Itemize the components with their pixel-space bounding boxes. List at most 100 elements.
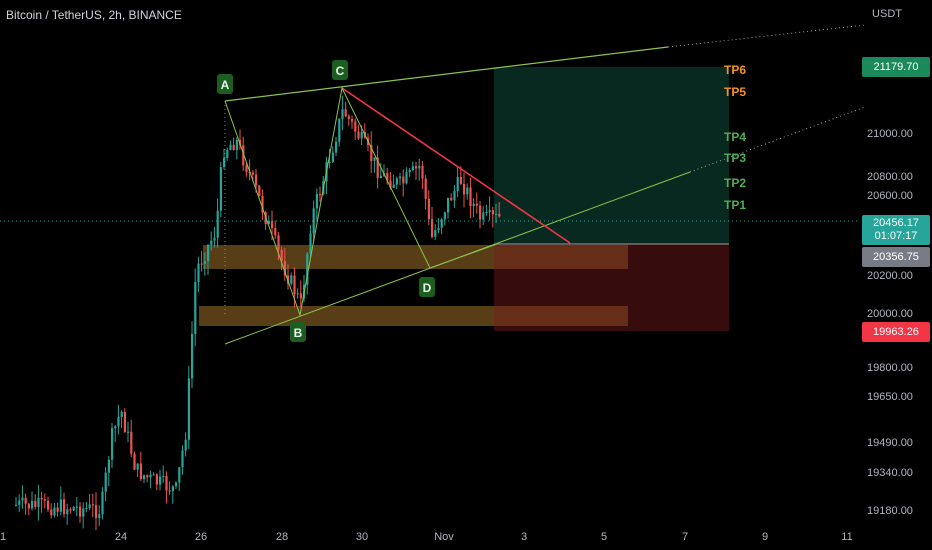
candle-body	[216, 210, 219, 238]
target-tp2: TP2	[724, 176, 746, 190]
y-tick-label: 19800.00	[867, 362, 913, 374]
candle-body	[469, 187, 472, 207]
candle-body	[405, 172, 408, 184]
candle-body	[146, 475, 149, 478]
candle-body	[136, 463, 139, 470]
currency-label[interactable]: USDT	[872, 8, 902, 20]
candle-body	[133, 453, 136, 470]
candle-body	[415, 166, 418, 169]
candle-body	[341, 109, 344, 119]
resistance-trendline	[341, 87, 571, 244]
candle-body	[47, 500, 50, 510]
candle-body	[82, 508, 85, 517]
candle-body	[357, 131, 360, 139]
candle-body	[421, 166, 424, 179]
candle-body	[331, 152, 334, 162]
candle-body	[392, 184, 395, 188]
candle-body	[482, 212, 485, 220]
candle-body	[299, 293, 302, 299]
candle-body	[389, 180, 392, 188]
candle-body	[31, 500, 34, 509]
candle-body	[242, 145, 245, 166]
candle-body	[261, 195, 264, 213]
candle-body	[178, 467, 181, 483]
pattern-point-d-badge	[419, 277, 435, 297]
candle-body	[85, 508, 88, 510]
candle-body	[210, 240, 213, 245]
candle-body	[88, 504, 91, 509]
chart-title: Bitcoin / TetherUS, 2h, BINANCE	[6, 8, 182, 22]
x-tick-label: 24	[115, 531, 127, 543]
pattern-point-c: C	[336, 64, 345, 78]
y-tick-label: 20200.00	[867, 270, 913, 282]
candle-body	[344, 109, 347, 117]
candle-body	[274, 228, 277, 236]
candle-body	[424, 178, 427, 199]
candle-body	[226, 149, 229, 159]
y-tick-label: 21000.00	[867, 128, 913, 140]
x-tick-label: 9	[762, 531, 768, 543]
candle-body	[207, 244, 210, 262]
y-tick-label: 19180.00	[867, 505, 913, 517]
candle-body	[485, 212, 488, 214]
target-labels: TP6 TP5 TP4 TP3 TP2 TP1	[724, 63, 746, 212]
x-tick-label: 26	[195, 531, 207, 543]
candle-body	[335, 141, 338, 153]
pattern-point-b: B	[294, 326, 303, 340]
candle-body	[120, 411, 123, 418]
bar-countdown: 01:07:17	[874, 230, 918, 242]
candle-body	[37, 497, 40, 507]
candle-body	[437, 227, 440, 231]
candle-body	[111, 428, 114, 460]
candle-body	[277, 235, 280, 250]
candle-body	[418, 166, 421, 169]
candle-body	[447, 197, 450, 213]
pattern-point-a: A	[221, 78, 230, 92]
candle-body	[181, 450, 184, 468]
candle-body	[171, 486, 174, 492]
candle-body	[373, 157, 376, 161]
candle-body	[63, 499, 66, 515]
y-tick-label: 20000.00	[867, 308, 913, 320]
candle-body	[271, 220, 274, 229]
candle-body	[479, 205, 482, 220]
current-price-value: 20456.17	[873, 217, 919, 229]
candle-body	[79, 506, 82, 517]
candle-body	[43, 499, 46, 501]
candle-body	[143, 475, 146, 480]
candle-body	[123, 411, 126, 433]
candle-body	[72, 507, 75, 511]
candle-body	[251, 172, 254, 175]
candle-body	[107, 459, 110, 473]
candle-body	[472, 203, 475, 207]
candle-body	[312, 208, 315, 234]
candle-body	[213, 237, 216, 241]
candle-body	[453, 190, 456, 201]
candle-body	[459, 176, 462, 184]
candle-body	[379, 175, 382, 178]
candle-body	[200, 263, 203, 265]
candle-body	[351, 118, 354, 122]
candle-body	[114, 426, 117, 429]
candle-body	[165, 476, 168, 491]
candle-body	[223, 158, 226, 168]
candle-body	[235, 140, 238, 151]
stop-zone	[494, 244, 729, 331]
candle-body	[139, 463, 142, 480]
candle-body	[21, 497, 24, 501]
entry-price-tag: 20356.75	[862, 247, 930, 267]
candle-body	[306, 253, 309, 285]
target-tp5: TP5	[724, 85, 746, 99]
upper-trendline-extension	[667, 24, 866, 48]
candle-body	[399, 176, 402, 179]
pattern-labels: A B C D	[217, 60, 435, 342]
candle-body	[53, 507, 56, 516]
target-tp3: TP3	[724, 151, 746, 165]
y-tick-label: 20800.00	[867, 171, 913, 183]
candle-body	[245, 165, 248, 172]
candle-body	[360, 132, 363, 139]
pattern-point-a-badge	[217, 74, 233, 94]
candle-body	[66, 509, 69, 515]
candle-body	[130, 431, 133, 454]
